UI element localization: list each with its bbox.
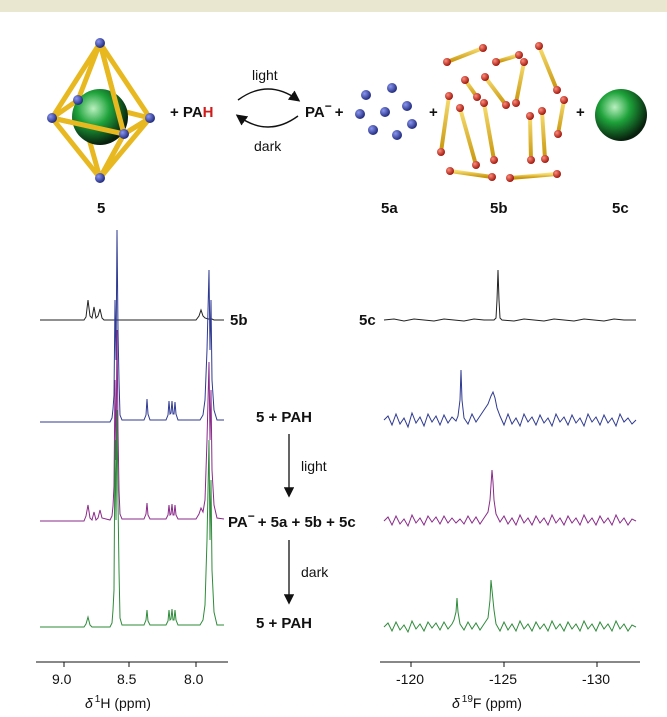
f19-trace-dark xyxy=(383,579,637,634)
h1-tick-label-3: 8.0 xyxy=(184,671,204,687)
h1-spectra: 9.0 8.5 8.0 δ 1H (ppm) xyxy=(36,229,228,711)
h1-tick-label-2: 8.5 xyxy=(117,671,137,687)
dark-label: dark xyxy=(254,138,282,154)
top-banner xyxy=(0,0,667,12)
label-5-pah: 5 + PAH xyxy=(256,409,312,426)
f19-tick-label-1: -120 xyxy=(396,671,424,687)
label-5b: 5b xyxy=(490,200,508,217)
h1-tick-label-1: 9.0 xyxy=(52,671,72,687)
light-arrow xyxy=(237,88,301,102)
h1-trace-light xyxy=(40,329,225,522)
f19-tick-label-3: -130 xyxy=(582,671,610,687)
label-5a: 5a xyxy=(381,200,398,217)
cage-5-icon xyxy=(47,38,155,183)
species-5b-icon xyxy=(439,44,566,180)
f19-trace-5c xyxy=(383,269,636,322)
h1-trace-dark xyxy=(40,409,224,628)
dark-step-label: dark xyxy=(301,564,329,580)
label-5: 5 xyxy=(97,200,105,217)
light-step-label: light xyxy=(301,458,327,474)
h1-axis-title: δ 1H (ppm) xyxy=(85,694,151,711)
f19-tick-label-2: -125 xyxy=(489,671,517,687)
light-label: light xyxy=(252,67,278,83)
label-5-pah-2: 5 + PAH xyxy=(256,615,312,632)
species-5c-icon xyxy=(595,89,647,141)
f19-spectra: -120 -125 -130 δ 19F (ppm) xyxy=(380,269,640,711)
species-5b-nodes xyxy=(437,42,568,182)
label-pa-mixture: PA− + 5a + 5b + 5c xyxy=(228,509,356,531)
plus-pah-label: + PAH xyxy=(170,104,214,121)
dark-arrow xyxy=(235,114,299,128)
f19-trace-light xyxy=(383,469,637,528)
trace-label-5b: 5b xyxy=(230,312,248,329)
plus-2: + xyxy=(429,104,438,121)
trace-label-5c: 5c xyxy=(359,312,376,329)
plus-3: + xyxy=(576,104,585,121)
label-5c: 5c xyxy=(612,200,629,217)
species-5a-icon xyxy=(355,83,417,140)
f19-trace-5-pah xyxy=(383,369,637,429)
f19-axis-title: δ 19F (ppm) xyxy=(452,694,522,711)
h1-trace-5b xyxy=(40,299,224,321)
h1-trace-5-pah xyxy=(40,229,224,423)
pa-minus-label: PA− + xyxy=(305,99,344,121)
